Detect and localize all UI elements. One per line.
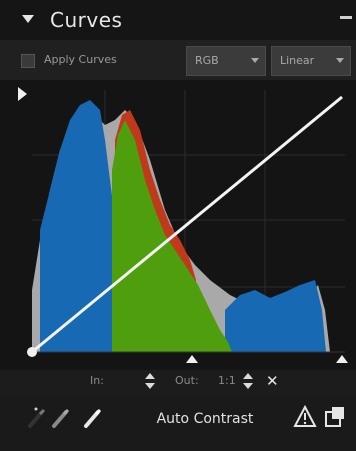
channel-dropdown[interactable]: RGB [186, 46, 266, 76]
stepper-down-icon[interactable] [243, 383, 253, 389]
reset-icon[interactable] [322, 404, 348, 430]
apply-curves-label: Apply Curves [44, 53, 117, 66]
output-stepper[interactable] [243, 373, 253, 391]
chevron-down-icon [336, 58, 344, 63]
input-stepper[interactable] [145, 373, 155, 391]
channel-dropdown-value: RGB [195, 54, 219, 67]
stepper-up-icon[interactable] [243, 373, 253, 379]
histogram-green [112, 120, 232, 352]
histogram-blue [40, 100, 118, 352]
stepper-down-icon[interactable] [145, 383, 155, 389]
value-row [0, 370, 356, 396]
output-marker-icon[interactable] [18, 87, 27, 101]
eyedropper-gray-icon[interactable] [48, 404, 76, 430]
eyedropper-white-icon[interactable] [80, 404, 108, 430]
output-label: Out: [175, 374, 199, 387]
tone-curve-line [31, 95, 343, 354]
curve-type-dropdown[interactable]: Linear [271, 46, 351, 76]
auto-contrast-button[interactable]: Auto Contrast [156, 411, 254, 427]
white-point-slider-icon [336, 355, 348, 363]
eyedropper-black-icon[interactable] [22, 404, 52, 430]
chevron-down-icon [251, 58, 259, 63]
collapse-triangle-icon[interactable] [22, 15, 34, 23]
curve-graph[interactable] [0, 80, 356, 370]
close-icon[interactable]: ✕ [266, 372, 279, 390]
panel-header[interactable]: Curves [0, 0, 356, 40]
panel-menu-icon[interactable] [340, 16, 352, 19]
input-label: In: [90, 374, 104, 387]
panel-title: Curves [50, 8, 123, 32]
apply-curves-checkbox[interactable] [21, 54, 35, 68]
clipping-warning-icon[interactable] [292, 404, 318, 430]
stepper-up-icon[interactable] [145, 373, 155, 379]
curve-type-dropdown-value: Linear [280, 54, 315, 67]
black-point-handle [27, 347, 37, 357]
histogram-blue-tail [225, 280, 326, 352]
midpoint-slider-icon [186, 355, 198, 363]
zoom-label: 1:1 [218, 374, 236, 387]
